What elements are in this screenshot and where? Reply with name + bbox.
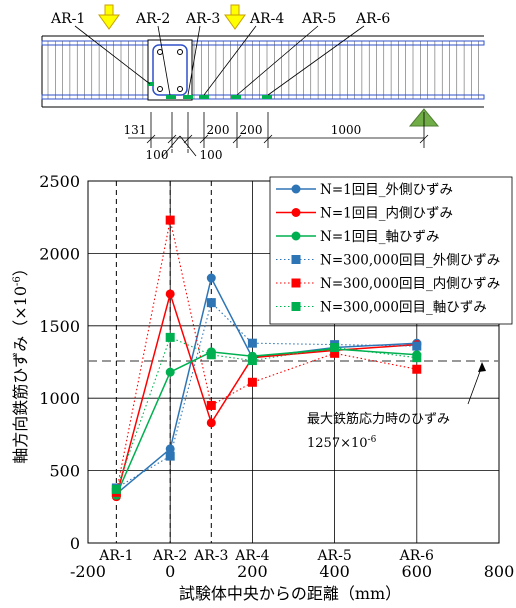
legend-label: N=300,000回目_外側ひずみ [320,253,500,269]
series-6 [111,332,422,494]
data-point [165,367,175,377]
x-category-labels: AR-1 AR-2 AR-3 AR-4 AR-5 AR-6 [98,548,434,564]
data-point [111,484,121,494]
dim-100-a: 100 [146,148,169,162]
y-tick-label: 2000 [39,244,80,263]
y-tick-label: 0 [70,534,80,553]
dim-131: 131 [124,123,147,137]
leader-lines [74,25,365,96]
legend-label: N=1回目_外側ひずみ [320,182,453,198]
annotation-line1: 最大鉄筋応力時のひずみ [307,411,450,427]
cross-section-detail [147,39,193,101]
legend-marker [291,255,301,264]
legend-item: N=1回目_外側ひずみ [276,182,453,198]
y-tick-label: 1000 [39,389,80,408]
y-tick-labels: 0 500 1000 1500 2000 2500 [39,172,80,553]
strain-gauge-marks [148,82,272,99]
legend-label: N=300,000回目_軸ひずみ [320,300,487,316]
data-point [206,298,216,308]
legend-marker [291,278,301,288]
data-point [247,356,257,366]
load-arrow-right [224,4,246,30]
annotation: 最大鉄筋応力時のひずみ 1257×10-6 [307,362,486,451]
x-tick-label: -200 [70,562,106,581]
annotation-line2: 1257×10-6 [307,435,377,451]
legend-item: N=300,000回目_外側ひずみ [276,253,500,269]
series-line [116,301,417,489]
data-point [206,400,216,410]
data-point [412,341,422,351]
y-tick-label: 2500 [39,172,80,191]
series-line [115,275,417,495]
legend-label: N=1回目_内側ひずみ [320,206,453,222]
data-point [165,289,175,299]
stirrups [47,41,479,99]
gauge-label-ar5: AR-5 [301,11,336,27]
legend-marker [291,208,301,217]
legend-item: N=1回目_内側ひずみ [276,206,453,222]
x-category-label: AR-6 [399,548,434,564]
x-category-label: AR-1 [98,548,133,564]
dimension-lines [128,112,429,158]
specimen-diagram: AR-1 AR-2 AR-3 AR-4 AR-5 AR-6 [41,4,485,162]
chart: 0 500 1000 1500 2000 2500 -200 0 200 400 600 800 A… [11,172,514,603]
legend-label: N=300,000回目_内側ひずみ [320,276,500,292]
series-layer [111,215,422,502]
x-category-label: AR-5 [316,548,351,564]
legend-box [269,176,513,325]
x-category-label: AR-2 [152,548,187,564]
x-tick-label: 200 [237,562,268,581]
y-tick-label: 500 [49,462,80,481]
x-tick-labels: -200 0 200 400 600 800 [70,562,514,581]
x-category-label: AR-4 [234,548,269,564]
gauge-label-ar4: AR-4 [249,11,284,27]
x-category-label: AR-3 [193,548,228,564]
gauge-label-ar3: AR-3 [185,11,220,27]
rebars [41,40,485,100]
legend-label: N=1回目_軸ひずみ [320,229,439,245]
gauge-label-ar6: AR-6 [355,11,390,27]
dim-100-b: 100 [200,148,223,162]
dim-1000: 1000 [331,123,362,137]
legend-item: N=300,000回目_内側ひずみ [276,276,500,292]
gauge-label-ar2: AR-2 [135,11,170,27]
data-point [165,451,175,461]
data-point [330,348,340,358]
x-tick-label: 600 [402,562,433,581]
dim-200-a: 200 [207,123,230,137]
dim-200-b: 200 [240,123,263,137]
y-tick-label: 1500 [39,317,80,336]
data-point [206,273,216,283]
x-tick-label: 800 [484,562,515,581]
series-line [115,336,417,490]
data-point [206,350,216,360]
series-4 [111,298,422,493]
dimension-values: 131 200 200 1000 100 100 [124,123,362,162]
data-point [165,332,175,342]
x-axis-label: 試験体中央からの距離（mm） [179,584,401,603]
data-point [330,343,340,353]
gauge-label-ar1: AR-1 [50,11,85,27]
x-tick-label: 0 [165,562,175,581]
legend: N=1回目_外側ひずみ N=1回目_内側ひずみ N=1回目_軸ひずみ N=300,00… [269,176,513,325]
data-point [206,418,216,428]
data-point [412,353,422,363]
reference-lines [88,181,499,543]
data-point [412,364,422,374]
legend-item: N=300,000回目_軸ひずみ [276,300,487,316]
data-point [165,215,175,225]
legend-marker [291,184,301,194]
data-point [247,377,257,387]
series-line [115,348,417,496]
y-axis-label: 軸方向鉄筋ひずみ（×10-6） [11,260,30,464]
legend-marker [291,231,301,241]
legend-marker [291,302,301,311]
gauge-labels: AR-1 AR-2 AR-3 AR-4 AR-5 AR-6 [50,11,390,27]
x-tick-label: 400 [319,562,350,581]
legend-item: N=1回目_軸ひずみ [276,229,439,245]
load-arrow-left [98,4,120,30]
data-point [247,338,257,348]
